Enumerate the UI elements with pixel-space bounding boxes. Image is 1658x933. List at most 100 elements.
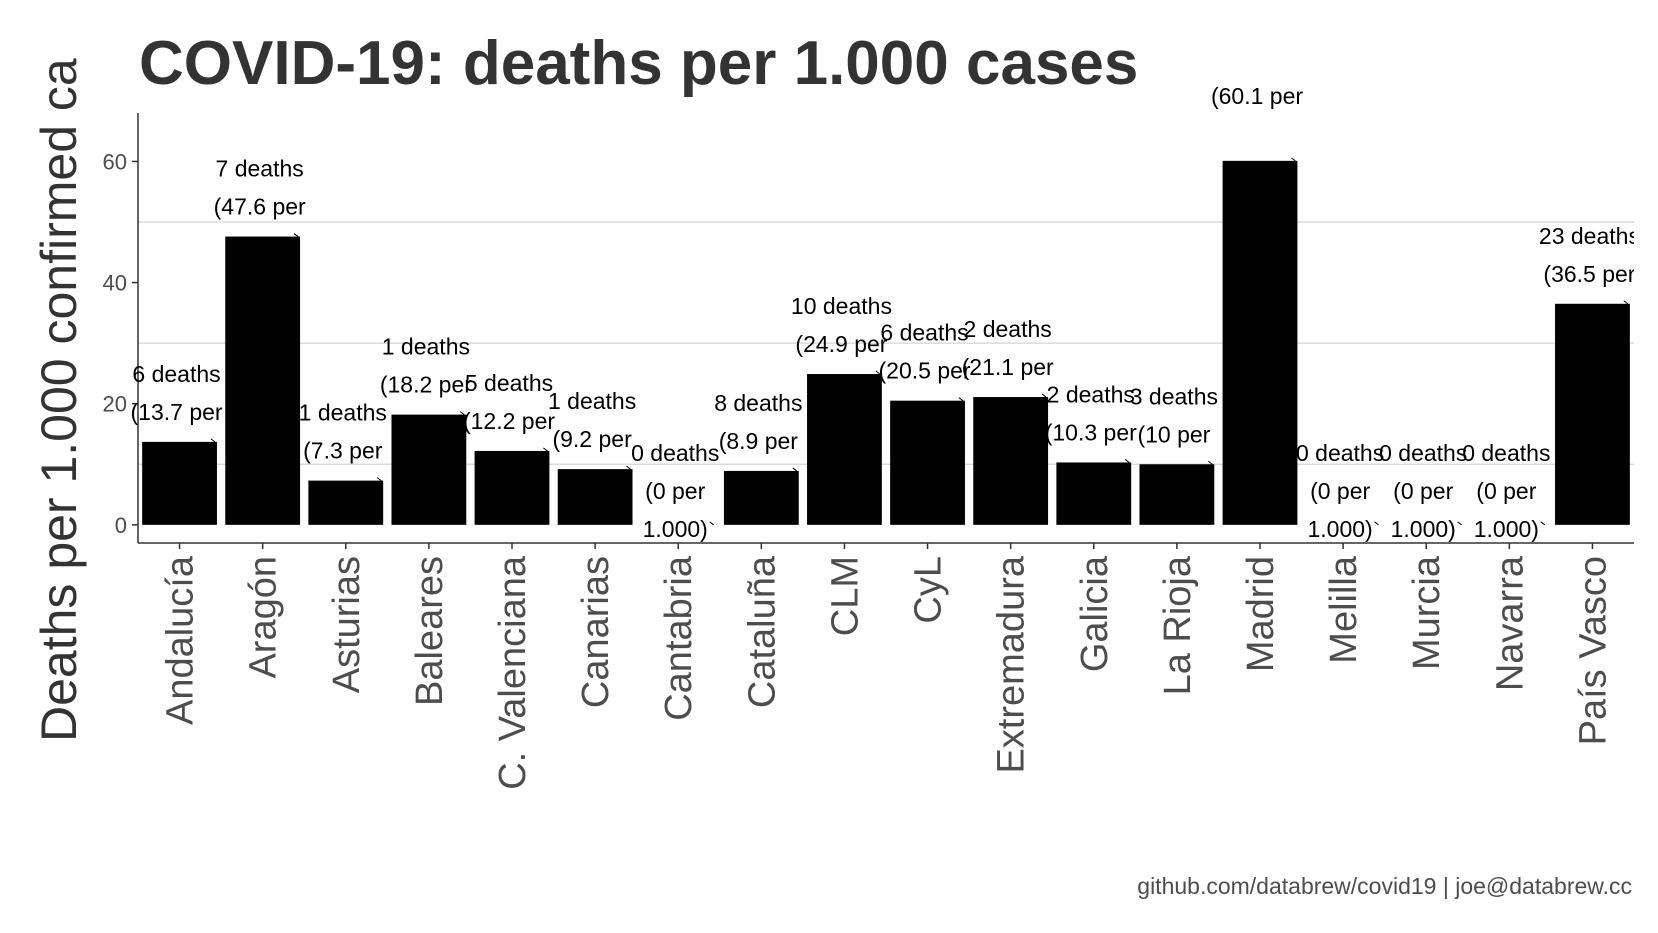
data-label: 1 deaths (382, 334, 470, 360)
data-label: 1 deaths (548, 388, 636, 414)
data-label: 6 deaths (132, 361, 220, 387)
label-connector (1540, 521, 1546, 526)
data-label: 2 deaths (964, 316, 1052, 342)
data-label: (24.9 per (795, 331, 887, 357)
data-label: 1.000) (1308, 516, 1373, 542)
bar (1222, 160, 1298, 525)
data-label: (21.1 per (962, 354, 1054, 380)
data-label: (12.2 per (463, 408, 555, 434)
label-connector (958, 397, 964, 402)
bars (142, 157, 1630, 526)
data-label: (36.5 per (1543, 261, 1635, 287)
x-tick-label: Cataluña (741, 555, 783, 708)
bar (890, 400, 965, 525)
x-tick-label: Aragón (243, 556, 285, 679)
label-connector (792, 467, 798, 472)
bar (391, 414, 467, 525)
data-label: 0 deaths (631, 440, 719, 466)
data-label: 0 deaths (1379, 440, 1467, 466)
bar (807, 374, 882, 525)
data-label: (7.3 per (303, 438, 383, 464)
data-label: 0 deaths (1296, 440, 1384, 466)
bar (1555, 303, 1630, 525)
data-label: (60.1 per (1211, 83, 1303, 109)
x-tick-label: Melilla (1323, 555, 1365, 664)
data-label: (13.7 per (131, 399, 223, 425)
x-tick-label: La Rioja (1157, 555, 1199, 695)
label-connector (1124, 459, 1130, 463)
data-label: 0 deaths (1462, 440, 1550, 466)
x-tick-label: País Vasco (1572, 556, 1614, 745)
y-axis-label: Deaths per 1.000 confirmed ca (31, 58, 87, 742)
x-tick-label: Navarra (1489, 555, 1531, 691)
data-label: (9.2 per (552, 426, 632, 452)
data-label: (10 per (1137, 421, 1210, 447)
bar (557, 469, 633, 525)
x-tick-label: CyL (908, 556, 950, 624)
label-connector (626, 465, 631, 470)
data-label: (10.3 per (1045, 419, 1137, 445)
x-tick-label: Murcia (1406, 555, 1448, 670)
data-label: 23 deaths (1539, 223, 1640, 249)
y-axis-ticks: 0 20 40 60 (103, 149, 138, 538)
y-tick-label: 0 (115, 513, 127, 538)
data-label: (8.9 per (719, 428, 799, 454)
x-tick-label: Madrid (1240, 556, 1282, 672)
x-tick-label: Andalucía (160, 555, 202, 725)
label-connector (543, 447, 548, 452)
y-tick-label: 20 (103, 392, 127, 417)
data-label: (18.2 per (380, 372, 472, 398)
data-label: 5 deaths (465, 370, 553, 396)
label-connector (210, 438, 216, 443)
axes (137, 113, 1634, 544)
bar (474, 450, 550, 525)
data-label: 7 deaths (216, 156, 304, 182)
bar (1139, 464, 1215, 525)
label-connector (875, 370, 881, 375)
data-label: 6 deaths (880, 320, 968, 346)
label-connector (1207, 460, 1213, 465)
data-label: (47.6 per (214, 194, 306, 220)
x-tick-label: Cantabria (658, 555, 700, 721)
data-label: 8 deaths (714, 390, 802, 416)
label-connector (293, 233, 299, 237)
gridlines (138, 221, 1634, 465)
label-connector (459, 411, 465, 416)
data-label: 3 deaths (1130, 383, 1218, 409)
data-label: (20.5 per (879, 358, 971, 384)
x-tick-label: Baleares (409, 556, 451, 706)
label-connector (1457, 521, 1462, 526)
x-tick-label: Extremadura (991, 555, 1033, 773)
data-label: 1 deaths (299, 400, 387, 426)
data-label: 1.000) (1474, 516, 1539, 542)
x-tick-label: Canarias (575, 556, 617, 708)
chart-title: COVID-19: deaths per 1.000 cases (139, 29, 1138, 98)
label-connector (709, 521, 714, 526)
data-label: (0 per (1310, 478, 1370, 504)
data-label: (0 per (1476, 478, 1536, 504)
bar (973, 397, 1049, 525)
x-tick-label: CLM (824, 556, 866, 636)
label-connector (1623, 300, 1629, 305)
label-connector (1291, 157, 1296, 162)
data-label: 1.000) (643, 516, 708, 542)
bar (225, 236, 301, 525)
x-tick-label: Galicia (1074, 555, 1116, 672)
y-tick-label: 60 (103, 149, 127, 174)
x-tick-label: C. Valenciana (492, 555, 534, 790)
bar (723, 470, 799, 525)
data-labels: 6 deaths (13.7 per 7 deaths (47.6 per 1 deat… (131, 83, 1640, 542)
x-axis-ticks: Andalucía Aragón Asturias Baleares C. Valenc… (160, 543, 1614, 790)
data-label: (0 per (645, 478, 705, 504)
y-tick-label: 40 (103, 271, 127, 296)
chart-caption: github.com/databrew/covid19 | joe@databr… (1137, 873, 1632, 899)
data-label: 10 deaths (791, 293, 892, 319)
label-connector (1041, 393, 1047, 398)
bar (1056, 462, 1132, 525)
data-label: (0 per (1393, 478, 1453, 504)
x-tick-label: Asturias (326, 556, 368, 693)
data-label: 2 deaths (1047, 381, 1135, 407)
data-label: 1.000) (1391, 516, 1456, 542)
label-connector (376, 477, 382, 482)
